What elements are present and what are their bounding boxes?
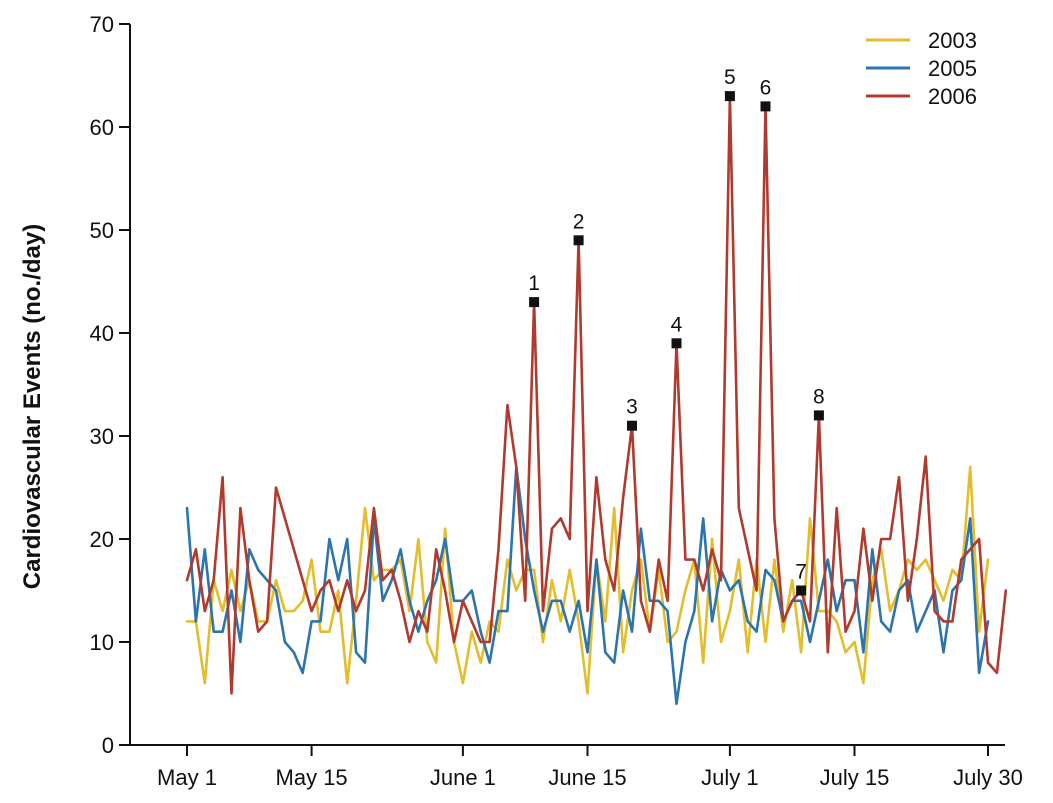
y-ticks: 0 10 20 30 40 50 60 70 xyxy=(90,12,130,758)
x-tick-label: July 30 xyxy=(953,765,1023,790)
x-ticks: May 1 May 15 June 1 June 15 July 1 July 15 Jul… xyxy=(157,745,1023,790)
axes xyxy=(129,24,1005,746)
y-tick-label: 10 xyxy=(90,630,114,655)
x-tick-label: July 15 xyxy=(820,765,890,790)
y-tick-label: 70 xyxy=(90,12,114,37)
y-tick-label: 30 xyxy=(90,424,114,449)
annotation-label-4: 4 xyxy=(671,313,683,336)
annotation-marker-1 xyxy=(529,297,540,308)
legend: 2003 2005 2006 xyxy=(866,28,977,109)
y-tick-label: 20 xyxy=(90,527,114,552)
y-tick-label: 0 xyxy=(102,733,114,758)
x-tick-label: May 1 xyxy=(157,765,217,790)
series-line-2003 xyxy=(185,465,990,695)
annotation-marker-4 xyxy=(671,338,682,349)
series-layer xyxy=(185,94,1008,706)
series-line-2006 xyxy=(185,94,1008,695)
annotation-label-6: 6 xyxy=(760,76,772,99)
annotation-label-8: 8 xyxy=(813,385,825,408)
annotation-label-1: 1 xyxy=(528,272,540,295)
annotation-marker-2 xyxy=(573,235,584,246)
y-tick-label: 40 xyxy=(90,321,114,346)
annotation-label-7: 7 xyxy=(795,561,807,584)
annotation-marker-3 xyxy=(627,420,637,431)
legend-label-2005: 2005 xyxy=(928,56,977,81)
y-tick-label: 50 xyxy=(90,218,114,243)
annotation-marker-6 xyxy=(760,101,771,112)
x-tick-label: May 15 xyxy=(276,765,348,790)
annotation-label-2: 2 xyxy=(573,210,585,233)
y-tick-label: 60 xyxy=(90,115,114,140)
x-tick-label: June 1 xyxy=(430,765,496,790)
annotation-layer: 1 2 3 4 5 6 7 8 xyxy=(528,66,825,596)
annotation-marker-7 xyxy=(796,585,807,596)
x-tick-label: June 15 xyxy=(548,765,626,790)
series-line-2005 xyxy=(185,465,990,706)
annotation-label-5: 5 xyxy=(724,66,736,89)
legend-label-2003: 2003 xyxy=(928,28,977,53)
annotation-label-3: 3 xyxy=(626,396,638,419)
legend-label-2006: 2006 xyxy=(928,84,977,109)
annotation-marker-5 xyxy=(724,91,735,102)
y-axis-title: Cardiovascular Events (no./day) xyxy=(19,224,46,589)
annotation-marker-8 xyxy=(813,410,824,421)
x-tick-label: July 1 xyxy=(701,765,758,790)
